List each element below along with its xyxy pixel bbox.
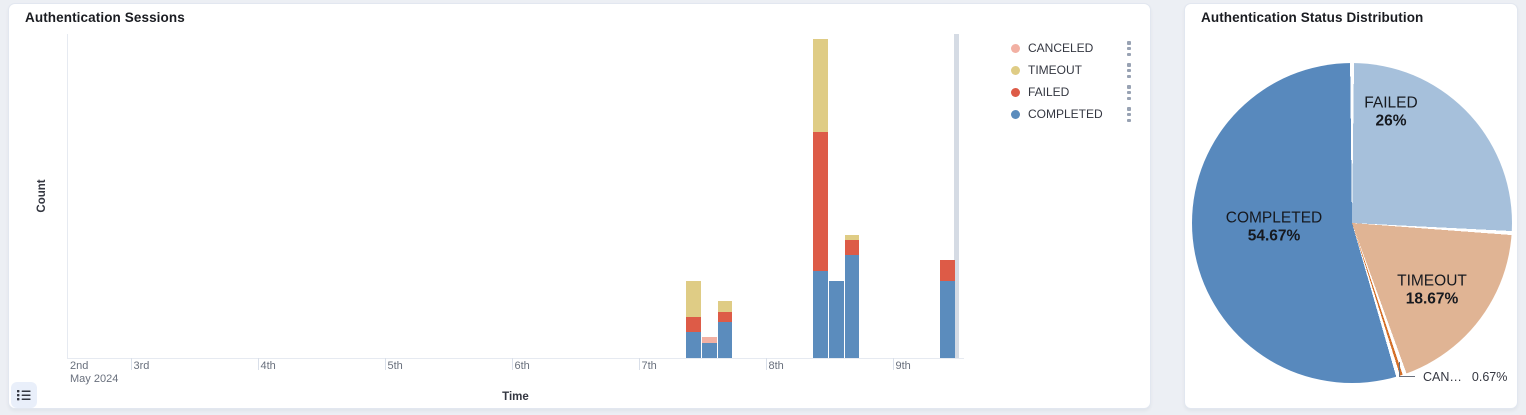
x-tick-label: 6th — [514, 360, 530, 372]
bar-segment-timeout[interactable] — [686, 280, 701, 317]
bar-segment-timeout[interactable] — [717, 301, 733, 312]
panel-authentication-status-distribution: Authentication Status Distribution FAILE… — [1184, 3, 1518, 409]
pie-leader-line-horizontal — [1399, 376, 1415, 377]
list-icon — [17, 389, 31, 401]
pie-label-timeout: TIMEOUT 18.67% — [1397, 272, 1467, 308]
legend-item-label: CANCELED — [1028, 41, 1094, 55]
bar-segment-failed[interactable] — [940, 260, 955, 281]
legend-item-menu-button[interactable] — [1127, 41, 1139, 56]
pie-label-failed: FAILED 26% — [1364, 94, 1418, 130]
legend-color-dot — [1011, 87, 1020, 97]
x-axis-line — [67, 358, 964, 359]
x-tick-mark — [130, 358, 132, 370]
x-tick-mark — [384, 358, 386, 370]
x-tick-label: 7th — [641, 360, 657, 372]
x-tick-label: 5th — [387, 360, 403, 372]
bar-segment-completed[interactable] — [844, 255, 860, 358]
x-axis-month-label: May 2024 — [70, 373, 119, 385]
x-tick-label: 4th — [260, 360, 276, 372]
legend-item-failed[interactable]: FAILED — [1011, 81, 1069, 103]
x-tick-mark — [257, 358, 259, 370]
legend-item-label: COMPLETED — [1028, 107, 1103, 121]
legend-item-label: FAILED — [1028, 85, 1070, 99]
bar-segment-failed[interactable] — [844, 239, 860, 256]
bar-segment-failed[interactable] — [813, 131, 828, 271]
toggle-legend-button[interactable] — [11, 382, 37, 408]
x-tick-mark — [638, 358, 640, 370]
bar-segment-completed[interactable] — [717, 322, 733, 358]
pie-label-completed: COMPLETED 54.67% — [1225, 209, 1323, 245]
bar-segment-completed[interactable] — [813, 270, 828, 358]
bar-segment-timeout[interactable] — [813, 39, 828, 132]
bar-segment-completed[interactable] — [686, 332, 701, 358]
bar-segment-failed[interactable] — [717, 311, 733, 322]
x-axis-title: Time — [502, 391, 529, 403]
y-axis-title: Count — [36, 179, 48, 213]
bar-segment-completed[interactable] — [702, 342, 717, 358]
legend-color-dot — [1011, 65, 1020, 75]
current-time-marker — [954, 34, 959, 358]
pie-label-canceled: CAN… 0.67% — [1423, 370, 1508, 384]
y-axis-line — [67, 34, 68, 358]
legend-item-timeout[interactable]: TIMEOUT — [1011, 59, 1082, 81]
legend-item-menu-button[interactable] — [1127, 107, 1139, 122]
panel-title: Authentication Status Distribution — [1201, 10, 1424, 25]
legend-color-dot — [1011, 43, 1020, 53]
x-tick-mark — [765, 358, 767, 370]
pie-chart[interactable] — [1192, 63, 1512, 383]
bar-segment-canceled[interactable] — [702, 337, 717, 343]
x-tick-mark — [892, 358, 894, 370]
panel-authentication-sessions: Authentication Sessions Count 2nd May 202… — [8, 3, 1151, 409]
legend-item-label: TIMEOUT — [1028, 63, 1082, 77]
x-tick-label: 3rd — [133, 360, 150, 372]
x-tick-mark — [511, 358, 513, 370]
x-tick-label: 9th — [895, 360, 911, 372]
panel-title: Authentication Sessions — [25, 10, 185, 25]
x-tick-label: 2nd May 2024 — [70, 360, 119, 385]
bar-segment-timeout[interactable] — [844, 234, 860, 240]
legend-color-dot — [1011, 109, 1020, 119]
bar-segment-failed[interactable] — [686, 316, 701, 333]
legend-item-canceled[interactable]: CANCELED — [1011, 37, 1093, 59]
x-tick-label: 8th — [768, 360, 784, 372]
legend-item-menu-button[interactable] — [1127, 63, 1139, 78]
bar-segment-completed[interactable] — [940, 280, 955, 358]
legend-item-completed[interactable]: COMPLETED — [1011, 103, 1103, 125]
legend-item-menu-button[interactable] — [1127, 85, 1139, 100]
bar-segment-completed[interactable] — [829, 280, 844, 358]
pie-leader-line-vertical — [1399, 362, 1400, 376]
